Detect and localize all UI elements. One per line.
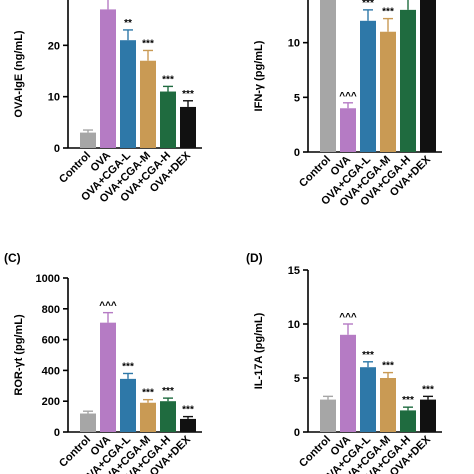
significance-ova-cga-m: *** xyxy=(382,361,394,372)
bar-ova-cga-h xyxy=(400,9,416,152)
significance-ova-dex: *** xyxy=(182,405,194,416)
significance-ova-dex: *** xyxy=(422,384,434,395)
bar-ova-cga-h xyxy=(400,410,416,432)
bar-ova xyxy=(100,9,116,149)
bar-ova xyxy=(340,108,356,152)
category-label-control: Control xyxy=(297,434,333,470)
y-tick-label: 200 xyxy=(42,396,60,408)
y-tick-label: 10 xyxy=(288,38,300,50)
significance-ova: ^^^ xyxy=(339,312,357,323)
y-axis-label: IFN-γ (pg/mL) xyxy=(253,40,265,111)
bar-ova-cga-l xyxy=(360,367,376,432)
bar-ova-cga-m xyxy=(380,378,396,432)
bar-control xyxy=(320,399,336,432)
significance-ova: ^^^ xyxy=(99,301,117,312)
y-tick-label: 20 xyxy=(48,40,60,52)
bar-ova xyxy=(340,334,356,432)
y-axis-label: OVA-IgE (ng/mL) xyxy=(13,30,25,118)
bar-control xyxy=(320,0,336,152)
y-axis-label: ROR-γt (pg/mL) xyxy=(13,314,25,396)
bar-ova-dex xyxy=(420,399,436,432)
panel-letter: (C) xyxy=(4,251,21,265)
panel-letter: (D) xyxy=(246,251,263,265)
y-tick-label: 0 xyxy=(54,143,60,155)
category-label-control: Control xyxy=(57,150,93,186)
significance-ova-cga-h: *** xyxy=(402,395,414,406)
y-tick-label: 400 xyxy=(42,365,60,377)
bar-ova xyxy=(100,322,116,432)
significance-ova-cga-l: *** xyxy=(362,0,374,9)
bar-ova-cga-l xyxy=(120,40,136,149)
bar-control xyxy=(80,132,96,148)
bar-ova-cga-m xyxy=(140,60,156,148)
significance-ova: ^^^ xyxy=(339,91,357,102)
bar-ova-dex xyxy=(180,418,196,432)
y-tick-label: 10 xyxy=(48,92,60,104)
y-tick-label: 5 xyxy=(294,92,300,104)
significance-ova-cga-h: *** xyxy=(162,386,174,397)
panel-ror-gamma-t: (C) 0 200 400 600 800 1000 ROR-γt (pg/mL) Contro… xyxy=(4,251,202,474)
y-tick-label: 5 xyxy=(294,373,300,385)
bar-ova-cga-h xyxy=(160,401,176,432)
category-label-control: Control xyxy=(297,154,333,190)
y-tick-label: 800 xyxy=(42,304,60,316)
category-label-control: Control xyxy=(57,434,93,470)
significance-ova-cga-m: *** xyxy=(142,38,154,49)
significance-ova-cga-m: *** xyxy=(142,388,154,399)
significance-ova-cga-l: ** xyxy=(124,18,132,29)
bar-ova-dex xyxy=(180,106,196,148)
y-tick-label: 0 xyxy=(294,147,300,159)
y-tick-label: 15 xyxy=(288,265,300,277)
significance-ova-cga-l: *** xyxy=(362,350,374,361)
significance-ova-dex: *** xyxy=(182,89,194,100)
y-tick-label: 1000 xyxy=(36,273,60,285)
bar-ova-cga-l xyxy=(120,378,136,432)
bar-ova-cga-m xyxy=(380,31,396,152)
bar-ova-cga-l xyxy=(360,20,376,152)
significance-ova-cga-m: *** xyxy=(382,7,394,18)
bar-ova-cga-m xyxy=(140,402,156,432)
y-axis-label: IL-17A (pg/mL) xyxy=(253,312,265,389)
bar-control xyxy=(80,413,96,432)
bar-ova-cga-h xyxy=(160,91,176,148)
bar-ova-dex xyxy=(420,0,436,152)
y-tick-label: 10 xyxy=(288,319,300,331)
y-tick-label: 0 xyxy=(54,427,60,439)
y-tick-label: 0 xyxy=(294,427,300,439)
y-tick-label: 600 xyxy=(42,335,60,347)
significance-ova-cga-h: *** xyxy=(162,74,174,85)
significance-ova-cga-l: *** xyxy=(122,361,134,372)
